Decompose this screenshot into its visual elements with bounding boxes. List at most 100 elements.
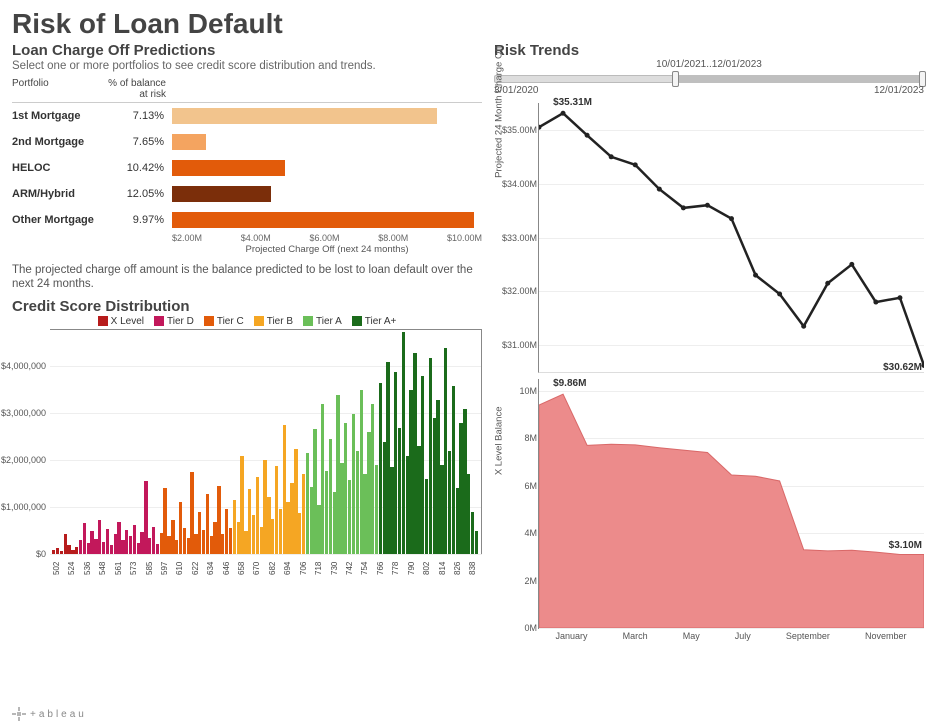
csd-bar[interactable]: [394, 372, 397, 554]
legend-item[interactable]: Tier A+: [352, 316, 397, 327]
csd-bar[interactable]: [436, 400, 439, 554]
csd-bar[interactable]: [383, 442, 386, 554]
csd-bar[interactable]: [263, 460, 266, 553]
csd-bar[interactable]: [283, 425, 286, 553]
predictions-section: Loan Charge Off Predictions Select one o…: [12, 42, 482, 292]
csd-bar[interactable]: [371, 404, 374, 553]
rt-xtick: July: [735, 631, 751, 641]
csd-bar[interactable]: [421, 376, 424, 553]
pf-pct: 12.05%: [102, 188, 172, 200]
rt-ytick: $34.00M: [497, 179, 537, 189]
csd-bar[interactable]: [459, 423, 462, 554]
csd-bar[interactable]: [329, 439, 332, 553]
csd-bar[interactable]: [413, 353, 416, 554]
legend-item[interactable]: Tier B: [254, 316, 293, 327]
legend-item[interactable]: Tier C: [204, 316, 244, 327]
rt-ytick: $32.00M: [497, 286, 537, 296]
csd-bar[interactable]: [444, 348, 447, 553]
csd-bar[interactable]: [340, 463, 343, 554]
predictions-subtitle: Select one or more portfolios to see cre…: [12, 60, 482, 72]
legend-item[interactable]: X Level: [98, 316, 144, 327]
pf-name: 2nd Mortgage: [12, 136, 102, 148]
tableau-logo[interactable]: +ableau: [12, 707, 87, 721]
csd-ytick: $1,000,000: [1, 502, 46, 512]
portfolio-row[interactable]: HELOC 10.42%: [12, 155, 482, 181]
rt-ytick: $35.00M: [497, 125, 537, 135]
csd-bar[interactable]: [417, 446, 420, 553]
pf-xtick: $10.00M: [447, 233, 482, 243]
csd-bar[interactable]: [352, 414, 355, 554]
csd-bar[interactable]: [306, 453, 309, 553]
rt-ytick: 0M: [497, 623, 537, 633]
rt-top-ylabel: Projected 24 Month Charge Off: [494, 46, 505, 177]
rt-xtick: May: [683, 631, 700, 641]
csd-bar[interactable]: [275, 466, 278, 554]
chart-annotation: $3.10M: [889, 540, 922, 551]
swatch-icon: [98, 316, 108, 326]
csd-bar[interactable]: [433, 418, 436, 553]
csd-section: Credit Score Distribution X LevelTier DT…: [12, 298, 482, 579]
csd-bar[interactable]: [344, 423, 347, 554]
pf-pct: 9.97%: [102, 214, 172, 226]
rt-ytick: 2M: [497, 576, 537, 586]
csd-bar[interactable]: [429, 358, 432, 554]
chart-annotation: $30.62M: [883, 362, 922, 373]
pf-bar: [172, 134, 206, 150]
csd-legend[interactable]: X Level Tier D Tier C Tier B Tier A Tier A+: [12, 316, 482, 327]
csd-xtick: 838: [466, 541, 488, 556]
rt-ytick: 8M: [497, 433, 537, 443]
portfolio-table[interactable]: Portfolio % of balance at risk 1st Mortg…: [12, 78, 482, 255]
legend-label: X Level: [111, 316, 144, 327]
csd-bar[interactable]: [448, 451, 451, 554]
pf-pct: 7.65%: [102, 136, 172, 148]
legend-item[interactable]: Tier A: [303, 316, 342, 327]
csd-chart[interactable]: $0$1,000,000$2,000,000$3,000,000$4,000,0…: [50, 329, 482, 555]
pf-name: ARM/Hybrid: [12, 188, 102, 200]
csd-bar[interactable]: [336, 395, 339, 554]
date-slider[interactable]: 10/01/2021..12/01/2023 3/01/2020 12/01/2…: [494, 61, 924, 91]
swatch-icon: [352, 316, 362, 326]
pf-bar: [172, 212, 474, 228]
csd-bar[interactable]: [409, 390, 412, 553]
legend-label: Tier C: [217, 316, 244, 327]
xlevel-balance-chart[interactable]: X Level Balance 0M2M4M6M8M10M$9.86M$3.10…: [538, 379, 924, 629]
legend-label: Tier A+: [365, 316, 397, 327]
csd-bar[interactable]: [398, 428, 401, 554]
rt-ytick: $31.00M: [497, 340, 537, 350]
csd-bar[interactable]: [321, 404, 324, 553]
portfolio-row[interactable]: Other Mortgage 9.97%: [12, 207, 482, 233]
csd-bar[interactable]: [440, 465, 443, 554]
projected-chargeoff-chart[interactable]: Projected 24 Month Charge Off $31.00M$32…: [538, 103, 924, 373]
pf-xtick: $6.00M: [309, 233, 339, 243]
portfolio-row[interactable]: 1st Mortgage 7.13%: [12, 103, 482, 129]
csd-bar[interactable]: [294, 449, 297, 554]
pf-bar: [172, 186, 271, 202]
csd-bar[interactable]: [402, 332, 405, 554]
swatch-icon: [303, 316, 313, 326]
csd-bar[interactable]: [463, 409, 466, 554]
portfolio-row[interactable]: 2nd Mortgage 7.65%: [12, 129, 482, 155]
rt-xtick: March: [623, 631, 648, 641]
csd-bar[interactable]: [313, 429, 316, 554]
csd-bar[interactable]: [240, 456, 243, 554]
pf-xtick: $4.00M: [241, 233, 271, 243]
slider-handle-start[interactable]: [672, 71, 679, 87]
portfolio-row[interactable]: ARM/Hybrid 12.05%: [12, 181, 482, 207]
csd-bar[interactable]: [452, 386, 455, 554]
csd-bar[interactable]: [406, 456, 409, 554]
legend-label: Tier B: [267, 316, 293, 327]
swatch-icon: [254, 316, 264, 326]
csd-bar[interactable]: [386, 362, 389, 553]
csd-bar[interactable]: [367, 432, 370, 553]
slider-range-label: 10/01/2021..12/01/2023: [656, 59, 762, 70]
legend-label: Tier A: [316, 316, 342, 327]
csd-ytick: $4,000,000: [1, 361, 46, 371]
legend-item[interactable]: Tier D: [154, 316, 194, 327]
legend-label: Tier D: [167, 316, 194, 327]
csd-bar[interactable]: [356, 451, 359, 554]
csd-bar[interactable]: [375, 465, 378, 554]
chart-annotation: $35.31M: [553, 97, 592, 108]
swatch-icon: [204, 316, 214, 326]
csd-bar[interactable]: [379, 383, 382, 553]
csd-bar[interactable]: [360, 390, 363, 553]
